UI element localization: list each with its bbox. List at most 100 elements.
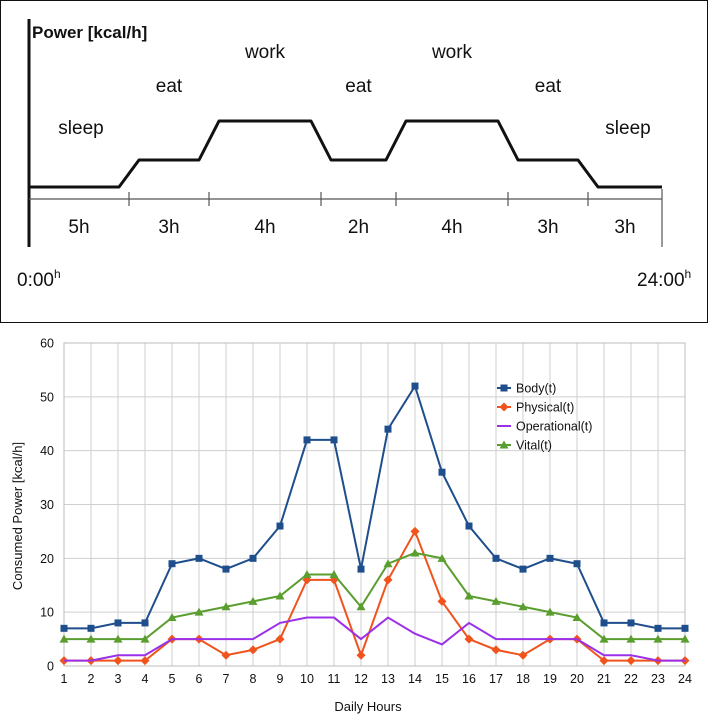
x-tick-label: 4 (142, 672, 149, 686)
series-physical-t (59, 526, 690, 666)
data-point (329, 569, 339, 578)
x-tick-label: 2 (88, 672, 95, 686)
x-axis-title: Daily Hours (334, 699, 402, 714)
data-point (411, 382, 419, 390)
data-point (626, 634, 636, 643)
data-point (627, 619, 635, 627)
data-point (302, 569, 312, 578)
x-tick-label: 5 (169, 672, 176, 686)
phase-activity-label: eat (535, 76, 562, 97)
data-point (303, 436, 311, 444)
data-point (141, 619, 149, 627)
data-point (492, 554, 500, 562)
data-point (519, 565, 527, 573)
x-tick-label: 3 (115, 672, 122, 686)
data-point (356, 602, 366, 611)
data-point (573, 560, 581, 568)
phase-duration-label: 4h (254, 217, 275, 238)
data-point (113, 634, 123, 643)
data-point (276, 522, 284, 530)
power-profile-line (29, 119, 662, 189)
data-point (572, 613, 582, 622)
x-tick-label: 19 (543, 672, 557, 686)
y-tick-label: 30 (40, 498, 54, 512)
data-point (113, 656, 123, 666)
data-point (600, 619, 608, 627)
series-vital-t (59, 548, 690, 643)
data-point (491, 645, 501, 655)
phase-activity-label: sleep (605, 118, 650, 139)
data-point (518, 602, 528, 611)
series-line (64, 551, 685, 641)
phase-activity-label: eat (345, 76, 372, 97)
x-tick-label: 20 (570, 672, 584, 686)
x-tick-label: 1 (61, 672, 68, 686)
series-line (64, 616, 685, 662)
phase-duration-label: 5h (68, 217, 89, 238)
data-point (410, 526, 420, 536)
consumed-power-chart: 1 2 3 4 5 6 7 8 9 10 11 12 13 14 15 16 17 18 19 20 21 22 23 240… (10, 337, 692, 715)
phase-activity-label: work (431, 42, 473, 63)
phase-layer: 5h sleep 3h eat 4h work 2h eat 4h work 3h eat 3h slee… (58, 42, 650, 238)
data-point (437, 596, 447, 606)
y-tick-label: 10 (40, 606, 54, 620)
data-point (626, 656, 636, 666)
x-tick-label: 9 (277, 672, 284, 686)
data-point (438, 468, 446, 476)
data-point (464, 634, 474, 644)
x-tick-label: 13 (381, 672, 395, 686)
daily-schedule-panel: Power [kcal/h] 5h sleep 3h eat 4h work 2h eat 4h… (0, 0, 708, 323)
x-tick-label: 21 (597, 672, 611, 686)
phase-duration-label: 3h (614, 217, 635, 238)
data-point (599, 634, 609, 643)
data-point (248, 645, 258, 655)
legend-label: Physical(t) (516, 401, 574, 415)
x-tick-label: 14 (408, 672, 422, 686)
y-tick-label: 60 (40, 337, 54, 351)
data-point (410, 548, 420, 557)
y-axis-title: Consumed Power [kcal/h] (10, 442, 25, 590)
data-point (222, 565, 230, 573)
data-point (195, 554, 203, 562)
data-point (599, 656, 609, 666)
data-point (357, 565, 365, 573)
data-point (464, 591, 474, 600)
data-point (680, 634, 690, 643)
phase-duration-label: 2h (348, 217, 369, 238)
end-time-label: 24:00h (637, 267, 691, 291)
data-point (275, 591, 285, 600)
legend-marker (499, 402, 509, 412)
phase-duration-label: 3h (158, 217, 179, 238)
series-line (64, 383, 685, 630)
legend-marker (499, 440, 509, 449)
x-tick-label: 6 (196, 672, 203, 686)
data-point (654, 624, 662, 632)
data-point (59, 634, 69, 643)
data-point (518, 650, 528, 660)
y-tick-label: 20 (40, 552, 54, 566)
data-point (168, 560, 176, 568)
x-tick-label: 10 (300, 672, 314, 686)
data-point (437, 553, 447, 562)
legend-marker (500, 384, 508, 392)
data-point (545, 607, 555, 616)
phase-activity-label: sleep (58, 118, 103, 139)
legend-label: Body(t) (516, 382, 556, 396)
series-layer (59, 382, 690, 666)
phase-duration-label: 4h (441, 217, 462, 238)
phase-activity-label: eat (156, 76, 183, 97)
x-tick-label: 22 (624, 672, 638, 686)
data-point (653, 634, 663, 643)
data-point (275, 634, 285, 644)
phase-activity-label: work (244, 42, 286, 63)
data-point (167, 613, 177, 622)
data-point (86, 634, 96, 643)
data-point (249, 554, 257, 562)
data-point (248, 596, 258, 605)
data-point (356, 650, 366, 660)
data-point (465, 522, 473, 530)
power-axis-label: Power [kcal/h] (32, 23, 147, 42)
data-point (330, 436, 338, 444)
x-tick-label: 24 (678, 672, 692, 686)
data-point (384, 425, 392, 433)
